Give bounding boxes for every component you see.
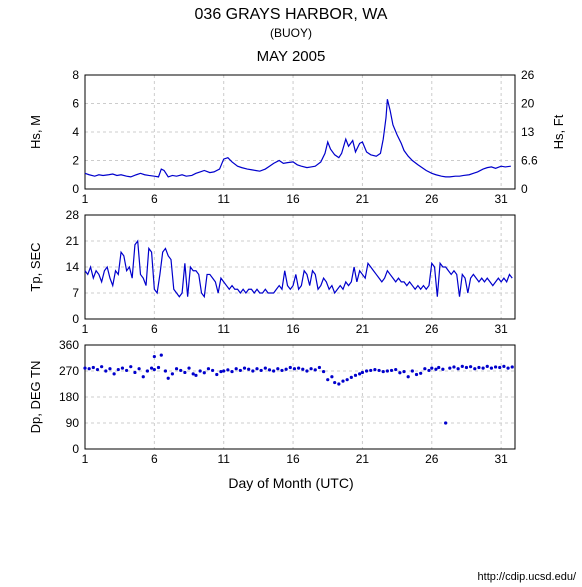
svg-text:26: 26 — [425, 452, 439, 466]
credit-link[interactable]: http://cdip.ucsd.edu/ — [478, 571, 576, 583]
svg-text:26: 26 — [425, 322, 439, 336]
svg-text:1: 1 — [82, 452, 89, 466]
chart-hs: 1611162126310246806.6132026Hs, MHs, Ft — [0, 67, 582, 207]
svg-text:360: 360 — [59, 338, 79, 352]
svg-text:8: 8 — [72, 68, 79, 82]
svg-text:1: 1 — [82, 322, 89, 336]
chart-tp: 16111621263107142128Tp, SEC — [0, 207, 582, 337]
page-title: 036 GRAYS HARBOR, WA — [0, 6, 582, 24]
svg-text:28: 28 — [66, 208, 80, 222]
svg-text:21: 21 — [356, 192, 370, 206]
dp-series — [83, 354, 513, 425]
chart-dp: 161116212631090180270360Dp, DEG TN — [0, 337, 582, 467]
svg-text:6: 6 — [72, 97, 79, 111]
svg-text:6: 6 — [151, 452, 158, 466]
svg-text:4: 4 — [72, 125, 79, 139]
svg-text:31: 31 — [494, 322, 508, 336]
svg-text:270: 270 — [59, 364, 79, 378]
x-axis-label: Day of Month (UTC) — [0, 475, 582, 491]
svg-text:21: 21 — [66, 234, 80, 248]
svg-text:14: 14 — [66, 260, 80, 274]
svg-text:21: 21 — [356, 322, 370, 336]
svg-text:31: 31 — [494, 452, 508, 466]
dp-ylabel: Dp, DEG TN — [28, 361, 43, 434]
svg-text:6.6: 6.6 — [521, 154, 538, 168]
svg-text:16: 16 — [286, 452, 300, 466]
svg-text:180: 180 — [59, 390, 79, 404]
svg-text:26: 26 — [521, 68, 535, 82]
svg-text:2: 2 — [72, 154, 79, 168]
svg-text:21: 21 — [356, 452, 370, 466]
svg-text:0: 0 — [72, 442, 79, 456]
svg-text:0: 0 — [72, 182, 79, 196]
tp-ylabel: Tp, SEC — [28, 242, 43, 291]
hs-ylabel-right: Hs, Ft — [551, 114, 566, 149]
svg-text:0: 0 — [521, 182, 528, 196]
svg-text:90: 90 — [66, 416, 80, 430]
svg-text:16: 16 — [286, 322, 300, 336]
svg-text:11: 11 — [217, 322, 230, 336]
svg-text:6: 6 — [151, 322, 158, 336]
svg-text:16: 16 — [286, 192, 300, 206]
svg-text:1: 1 — [82, 192, 89, 206]
svg-text:20: 20 — [521, 97, 535, 111]
month-label: MAY 2005 — [0, 48, 582, 65]
svg-text:11: 11 — [217, 452, 230, 466]
svg-text:7: 7 — [72, 286, 79, 300]
hs-series — [85, 99, 511, 177]
svg-text:11: 11 — [217, 192, 230, 206]
svg-text:26: 26 — [425, 192, 439, 206]
page-subtitle: (BUOY) — [0, 26, 582, 40]
svg-text:0: 0 — [72, 312, 79, 326]
svg-text:6: 6 — [151, 192, 158, 206]
hs-ylabel: Hs, M — [28, 115, 43, 149]
svg-text:13: 13 — [521, 125, 535, 139]
svg-text:31: 31 — [494, 192, 508, 206]
tp-series — [85, 241, 512, 297]
